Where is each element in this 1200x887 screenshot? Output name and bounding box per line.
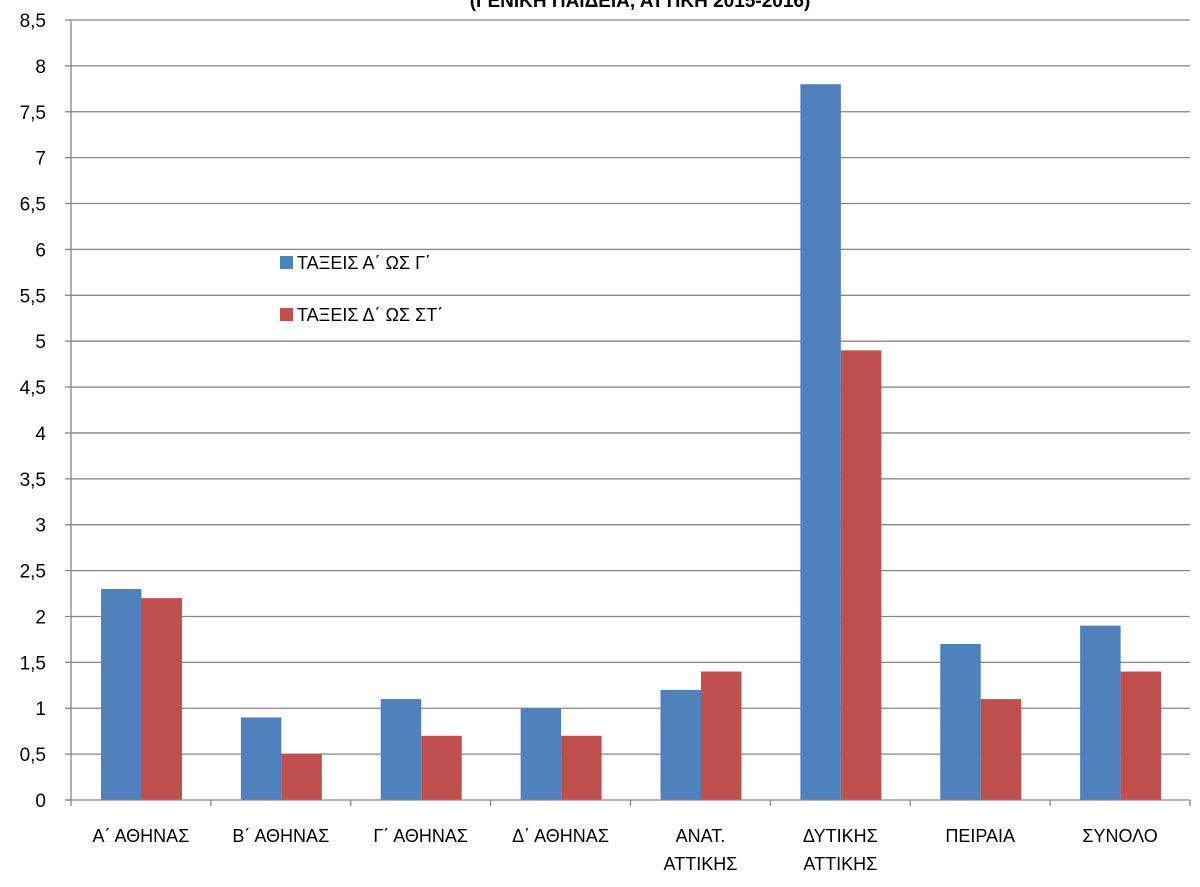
legend-swatch	[280, 256, 293, 269]
y-tick-label: 8	[35, 57, 46, 78]
bars	[101, 84, 1162, 800]
y-tick-label: 0	[35, 791, 46, 812]
y-tick-label: 3	[35, 516, 46, 537]
legend-label: ΤΑΞΕΙΣ Α΄ ΩΣ Γ΄	[297, 253, 431, 273]
y-tick-label: 0,5	[20, 745, 46, 766]
y-tick-label: 6	[35, 240, 46, 261]
gridlines	[71, 19, 1190, 755]
bar-series-2	[701, 671, 742, 800]
y-tick-label: 7	[35, 149, 46, 170]
y-tick-label: 6,5	[20, 195, 46, 216]
x-axis-category-labels: Α΄ ΑΘΗΝΑΣ Β΄ ΑΘΗΝΑΣ Γ΄ ΑΘΗΝΑΣ Δ΄ ΑΘΗΝΑΣ ΑΝΑΤ…	[93, 826, 1158, 874]
chart-title: (ΓΕΝΙΚΗ ΠΑΙΔΕΙΑ, ΑΤΤΙΚΗ 2015-2016)	[470, 0, 811, 12]
axes	[65, 19, 1191, 806]
bar-series-2	[1120, 671, 1162, 800]
y-tick-label: 4,5	[20, 378, 46, 399]
x-category-label: ΑΝΑΤ. ΑΤΤΙΚΗΣ	[664, 826, 738, 874]
bar-series-2	[421, 735, 462, 800]
y-tick-label: 2	[35, 607, 46, 628]
y-tick-label: 8,5	[20, 11, 46, 32]
bar-series-1	[380, 699, 422, 800]
bar-series-1	[101, 588, 142, 800]
bar-series-2	[840, 350, 882, 800]
y-tick-label: 5,5	[20, 286, 46, 307]
bar-series-1	[1080, 625, 1121, 800]
bar-series-1	[660, 689, 701, 800]
bar-series-2	[281, 754, 322, 800]
y-tick-label: 3,5	[20, 470, 46, 491]
bar-series-1	[520, 708, 562, 800]
y-tick-label: 5	[35, 332, 46, 353]
bar-series-1	[940, 644, 981, 800]
bar-series-1	[800, 84, 841, 800]
x-category-label: Β΄ ΑΘΗΝΑΣ	[232, 826, 329, 846]
x-category-label: Γ΄ ΑΘΗΝΑΣ	[373, 826, 468, 846]
bar-series-2	[980, 699, 1022, 800]
y-tick-label: 4	[35, 424, 46, 445]
bar-series-2	[561, 735, 602, 800]
x-category-label: Δ΄ ΑΘΗΝΑΣ	[512, 826, 609, 846]
x-category-label: ΠΕΙΡΑΙΑ	[945, 826, 1015, 846]
y-axis-tick-labels: 0 0,5 1 1,5 2 2,5 3 3,5 4 4,5 5 5,5 6 6,5 7 7,5 8 8,5	[20, 11, 47, 812]
legend-label: ΤΑΞΕΙΣ Δ΄ ΩΣ ΣΤ΄	[297, 305, 443, 325]
bar-series-1	[240, 717, 282, 800]
y-tick-label: 1,5	[20, 653, 46, 674]
legend: ΤΑΞΕΙΣ Α΄ ΩΣ Γ΄ ΤΑΞΕΙΣ Δ΄ ΩΣ ΣΤ΄	[280, 253, 443, 325]
y-tick-label: 1	[35, 699, 46, 720]
x-category-label: ΣΥΝΟΛΟ	[1082, 826, 1157, 846]
bar-series-2	[141, 598, 182, 800]
legend-swatch	[280, 308, 293, 321]
x-category-label: Α΄ ΑΘΗΝΑΣ	[93, 826, 190, 846]
y-tick-label: 7,5	[20, 103, 46, 124]
y-tick-label: 2,5	[20, 562, 46, 583]
x-category-label: ΔΥΤΙΚΗΣ ΑΤΤΙΚΗΣ	[803, 826, 878, 874]
